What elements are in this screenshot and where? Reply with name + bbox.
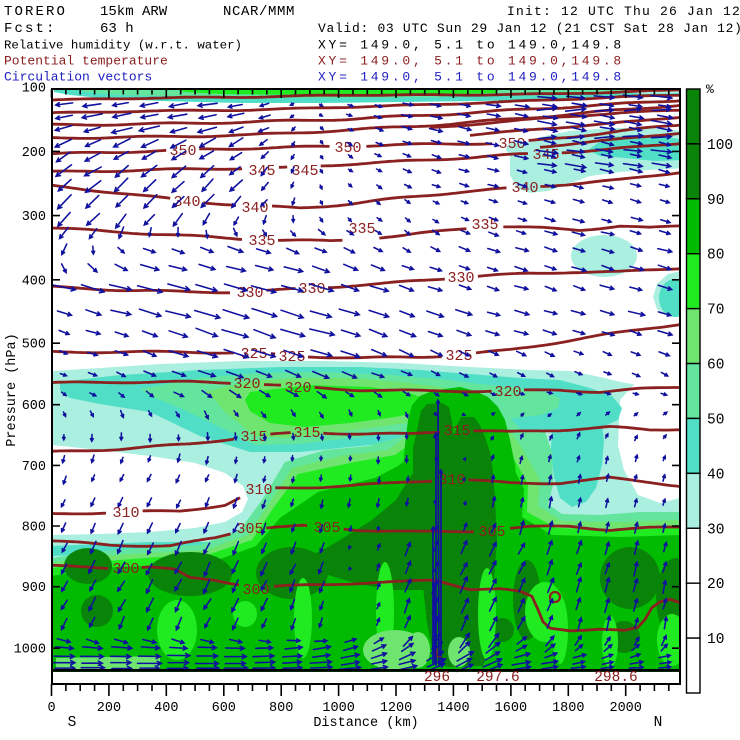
svg-text:305: 305 xyxy=(236,521,263,538)
svg-text:315: 315 xyxy=(293,425,320,442)
svg-text:900: 900 xyxy=(22,581,46,596)
svg-text:1800: 1800 xyxy=(552,701,584,716)
svg-text:500: 500 xyxy=(22,338,46,353)
svg-text:1000: 1000 xyxy=(322,701,354,716)
svg-text:310: 310 xyxy=(245,482,272,499)
svg-text:30: 30 xyxy=(707,522,724,538)
svg-text:315: 315 xyxy=(443,423,470,440)
svg-text:NCAR/MMM: NCAR/MMM xyxy=(223,4,295,20)
svg-text:300: 300 xyxy=(112,561,139,578)
svg-text:600: 600 xyxy=(22,399,46,414)
svg-text:320: 320 xyxy=(284,380,311,397)
svg-text:N: N xyxy=(654,715,663,731)
svg-text:10: 10 xyxy=(707,632,724,648)
svg-text:60: 60 xyxy=(707,358,724,374)
svg-text:40: 40 xyxy=(707,467,724,483)
svg-text:310: 310 xyxy=(438,472,465,489)
svg-text:XY= 149.0, 5.1 to 149.0,149.8: XY= 149.0, 5.1 to 149.0,149.8 xyxy=(318,70,624,85)
svg-text:800: 800 xyxy=(22,521,46,536)
svg-text:296: 296 xyxy=(424,670,450,686)
svg-text:800: 800 xyxy=(269,701,293,716)
svg-text:320: 320 xyxy=(233,376,260,393)
svg-text:Valid: 03 UTC Sun 29 Jan 12 (2: Valid: 03 UTC Sun 29 Jan 12 (21 CST Sat … xyxy=(318,21,740,36)
svg-text:Circulation vectors: Circulation vectors xyxy=(4,70,152,85)
svg-text:100: 100 xyxy=(707,138,733,154)
svg-text:335: 335 xyxy=(248,233,275,250)
svg-text:Fcst:: Fcst: xyxy=(4,21,57,37)
svg-text:335: 335 xyxy=(471,217,498,234)
svg-text:20: 20 xyxy=(707,577,724,593)
svg-text:300: 300 xyxy=(242,582,269,599)
svg-text:297.6: 297.6 xyxy=(476,670,520,686)
svg-text:Potential temperature: Potential temperature xyxy=(4,54,168,69)
svg-text:700: 700 xyxy=(22,460,46,475)
svg-text:325: 325 xyxy=(240,346,267,363)
svg-text:1600: 1600 xyxy=(495,701,527,716)
svg-text:330: 330 xyxy=(447,270,474,287)
svg-text:340: 340 xyxy=(173,194,200,211)
svg-text:%: % xyxy=(706,82,714,97)
svg-text:335: 335 xyxy=(348,221,375,238)
svg-text:350: 350 xyxy=(169,143,196,160)
svg-text:Pressure (hPa): Pressure (hPa) xyxy=(5,333,20,446)
svg-text:S: S xyxy=(68,715,77,731)
svg-text:0: 0 xyxy=(47,701,55,716)
svg-text:200: 200 xyxy=(22,146,46,161)
svg-text:TORERO: TORERO xyxy=(4,4,67,20)
svg-text:345: 345 xyxy=(291,163,318,180)
svg-text:315: 315 xyxy=(240,429,267,446)
svg-text:400: 400 xyxy=(22,274,46,289)
svg-text:L: L xyxy=(435,647,442,661)
svg-text:1400: 1400 xyxy=(437,701,469,716)
svg-text:1200: 1200 xyxy=(380,701,412,716)
svg-text:305: 305 xyxy=(313,520,340,537)
svg-text:Relative humidity (w.r.t. wate: Relative humidity (w.r.t. water) xyxy=(4,39,242,53)
svg-text:XY= 149.0, 5.1 to 149.0,149.8: XY= 149.0, 5.1 to 149.0,149.8 xyxy=(318,54,624,69)
svg-text:330: 330 xyxy=(298,281,325,298)
svg-text:340: 340 xyxy=(511,180,538,197)
svg-text:350: 350 xyxy=(498,136,525,153)
svg-text:50: 50 xyxy=(707,412,724,428)
svg-text:70: 70 xyxy=(707,303,724,319)
svg-text:298.6: 298.6 xyxy=(594,670,638,686)
svg-text:Distance (km): Distance (km) xyxy=(313,716,418,731)
svg-text:200: 200 xyxy=(97,701,121,716)
svg-text:2000: 2000 xyxy=(609,701,641,716)
svg-text:90: 90 xyxy=(707,193,724,209)
svg-text:XY= 149.0, 5.1 to 149.0,149.8: XY= 149.0, 5.1 to 149.0,149.8 xyxy=(318,38,624,53)
svg-text:80: 80 xyxy=(707,248,724,264)
svg-text:350: 350 xyxy=(334,140,361,157)
svg-text:1000: 1000 xyxy=(14,643,46,658)
svg-text:300: 300 xyxy=(22,210,46,225)
svg-text:600: 600 xyxy=(212,701,236,716)
svg-text:15km ARW: 15km ARW xyxy=(100,4,168,20)
svg-text:Init: 12 UTC Thu 26 Jan 12: Init: 12 UTC Thu 26 Jan 12 xyxy=(507,4,740,19)
svg-text:325: 325 xyxy=(445,348,472,365)
svg-text:63 h: 63 h xyxy=(100,21,134,37)
svg-text:100: 100 xyxy=(22,82,46,97)
svg-text:310: 310 xyxy=(112,505,139,522)
svg-text:400: 400 xyxy=(154,701,178,716)
svg-text:320: 320 xyxy=(494,384,521,401)
